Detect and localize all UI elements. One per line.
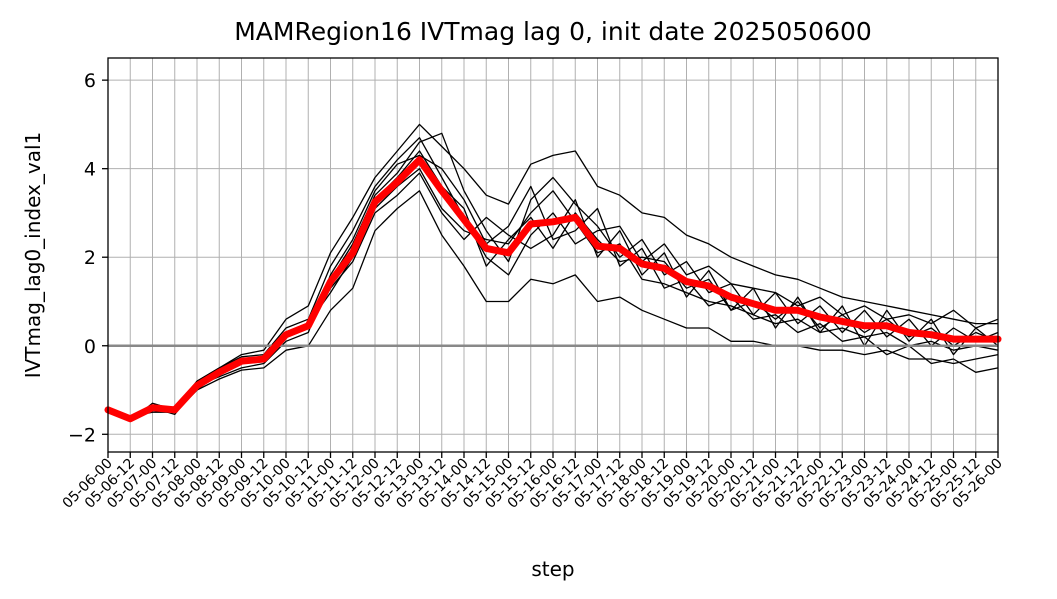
ensemble-member-line xyxy=(107,123,998,422)
chart-title: MAMRegion16 IVTmag lag 0, init date 2025… xyxy=(234,17,872,46)
grid-lines xyxy=(107,58,999,452)
y-tick-label: 6 xyxy=(84,70,96,92)
y-axis-label: IVTmag_lag0_index_val1 xyxy=(21,132,45,379)
y-axis-ticks: −2 0 2 4 6 xyxy=(68,70,108,446)
y-tick-label: 0 xyxy=(84,336,96,358)
y-tick-label: −2 xyxy=(68,424,96,446)
ensemble-member-line xyxy=(107,154,999,418)
y-tick-label: 4 xyxy=(84,159,96,181)
x-axis-label: step xyxy=(531,557,574,581)
y-tick-label: 2 xyxy=(84,247,96,269)
ensemble-member-line xyxy=(107,190,999,418)
ensemble-member-line xyxy=(107,137,999,420)
ensemble-mean-line xyxy=(104,156,1002,423)
x-axis-ticks: 05-06-0005-06-1205-07-0005-07-1205-08-00… xyxy=(60,452,1006,512)
